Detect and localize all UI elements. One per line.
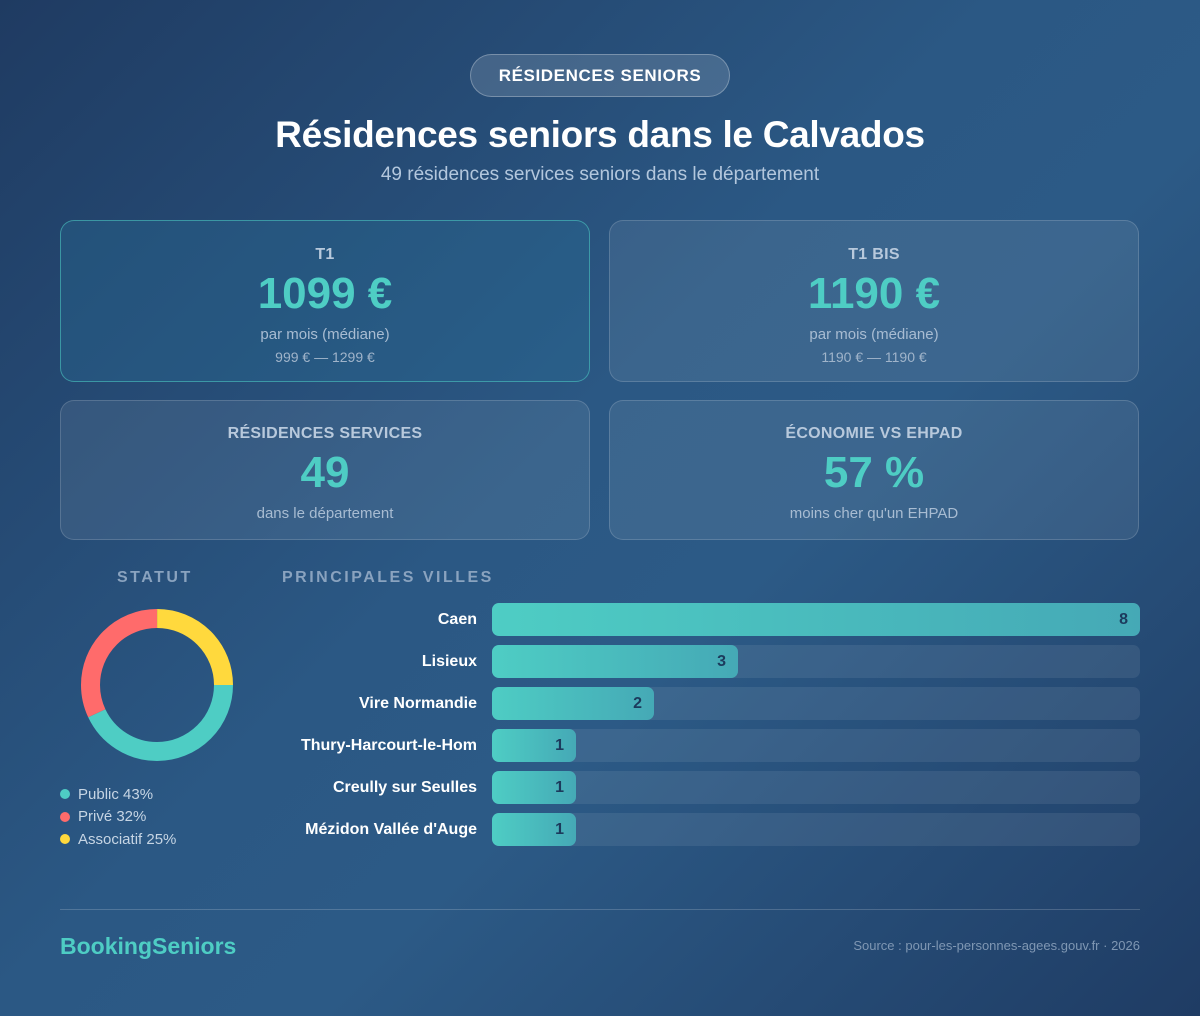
stat-card-value: 1099 € xyxy=(257,269,393,318)
villes-bar-chart: Caen 8 Lisieux 3 Vire Normandie 2 Thury-Harcou… xyxy=(280,603,1140,855)
bar-label: Vire Normandie xyxy=(359,695,477,712)
stat-card-range: 1190 € — 1190 € xyxy=(821,349,927,365)
legend-dot-icon xyxy=(60,834,70,845)
stat-card-value: 49 xyxy=(300,448,350,497)
bar-fill-value: 1 xyxy=(492,771,576,804)
stat-card-range: 999 € — 1299 € xyxy=(275,349,375,365)
stat-card-value: 1190 € xyxy=(807,269,941,318)
bar-row: Vire Normandie 2 xyxy=(280,687,1140,720)
footer-divider xyxy=(60,909,1140,910)
bar-fill-value: 3 xyxy=(492,645,738,678)
bar-row: Mézidon Vallée d'Auge 1 xyxy=(280,813,1140,846)
bar-row: Creully sur Seulles 1 xyxy=(280,771,1140,804)
stat-card-desc: par mois (médiane) xyxy=(260,326,390,343)
stat-card-t1-bis: T1 BIS 1190 € par mois (médiane) 1190 € … xyxy=(609,220,1139,382)
bar-track: 1 xyxy=(492,729,1140,762)
brand-logo: BookingSeniors xyxy=(60,933,237,959)
category-badge: RÉSIDENCES SENIORS xyxy=(470,54,730,97)
bar-track: 1 xyxy=(492,771,1140,804)
legend-item: Public 43% xyxy=(60,783,176,806)
page-subtitle: 49 résidences services seniors dans le d… xyxy=(380,164,820,185)
stat-card-economie-ehpad: ÉCONOMIE VS EHPAD 57 % moins cher qu'un … xyxy=(609,400,1139,540)
legend-label: Privé 32% xyxy=(78,808,147,826)
legend-label: Public 43% xyxy=(78,785,154,803)
statut-donut-chart xyxy=(81,609,233,761)
stat-card-desc: par mois (médiane) xyxy=(809,326,939,343)
category-badge-label: RÉSIDENCES SENIORS xyxy=(498,65,702,85)
legend-item: Privé 32% xyxy=(60,806,176,829)
stat-card-desc: dans le département xyxy=(256,505,394,522)
bar-fill-value: 1 xyxy=(492,813,576,846)
bar-label: Creully sur Seulles xyxy=(332,779,477,796)
stat-card-label: RÉSIDENCES SERVICES xyxy=(227,425,423,442)
bar-row: Thury-Harcourt-le-Hom 1 xyxy=(280,729,1140,762)
statut-section-title: STATUT xyxy=(117,569,193,586)
stat-card-value: 57 % xyxy=(823,448,925,497)
bar-label: Thury-Harcourt-le-Hom xyxy=(300,737,477,754)
legend-dot-icon xyxy=(60,789,70,800)
bar-label: Caen xyxy=(437,611,477,628)
donut-segment-associatif xyxy=(81,609,233,761)
bar-track: 1 xyxy=(492,813,1140,846)
legend-item: Associatif 25% xyxy=(60,828,176,851)
stat-card-desc: moins cher qu'un EHPAD xyxy=(789,505,959,522)
legend-label: Associatif 25% xyxy=(78,830,177,848)
bar-label: Mézidon Vallée d'Auge xyxy=(305,821,477,838)
legend-dot-icon xyxy=(60,811,70,822)
stat-card-label: T1 BIS xyxy=(848,246,900,263)
statut-legend: Public 43% Privé 32% Associatif 25% xyxy=(60,783,176,851)
bar-row: Caen 8 xyxy=(280,603,1140,636)
donut-segment-privé xyxy=(81,609,233,761)
bar-track: 8 xyxy=(492,603,1140,636)
stat-card-t1: T1 1099 € par mois (médiane) 999 € — 129… xyxy=(60,220,590,382)
bar-row: Lisieux 3 xyxy=(280,645,1140,678)
bar-track: 3 xyxy=(492,645,1140,678)
stat-card-label: T1 xyxy=(315,246,335,263)
bar-fill-value: 8 xyxy=(492,603,1140,636)
villes-section-title: PRINCIPALES VILLES xyxy=(282,569,494,586)
stat-card-residences-services: RÉSIDENCES SERVICES 49 dans le départeme… xyxy=(60,400,590,540)
infographic: RÉSIDENCES SENIORS Résidences seniors da… xyxy=(60,0,1140,1016)
bar-fill-value: 2 xyxy=(492,687,654,720)
page-title: Résidences seniors dans le Calvados xyxy=(275,114,925,155)
stat-card-label: ÉCONOMIE VS EHPAD xyxy=(785,425,963,442)
bar-track: 2 xyxy=(492,687,1140,720)
bar-label: Lisieux xyxy=(421,653,477,670)
bar-fill-value: 1 xyxy=(492,729,576,762)
source-note: Source : pour-les-personnes-agees.gouv.f… xyxy=(853,938,1140,953)
